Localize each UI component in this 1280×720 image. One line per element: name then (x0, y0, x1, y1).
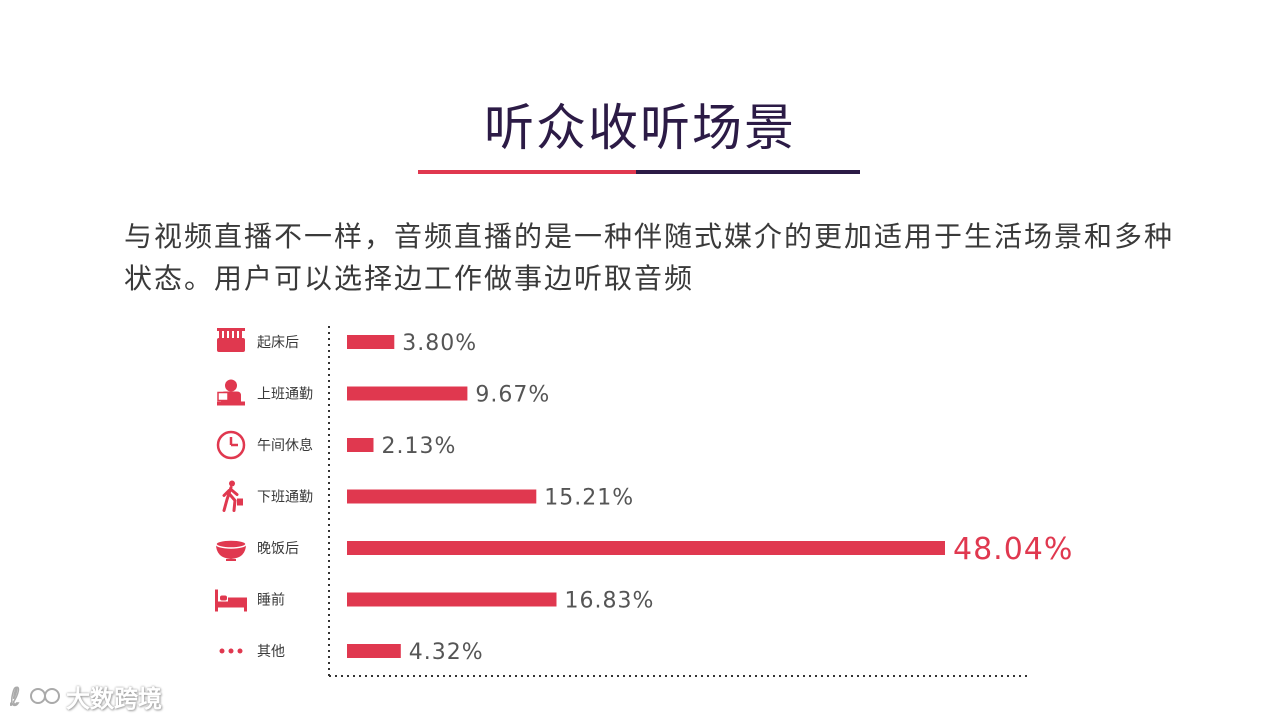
bar (347, 386, 468, 401)
value-label: 16.83% (565, 589, 655, 614)
value-label: 15.21% (544, 486, 634, 511)
more-dots-icon (219, 648, 243, 654)
bar (347, 541, 945, 555)
category-label: 午间休息 (257, 437, 313, 454)
desk-worker-icon (216, 378, 246, 407)
page-title: 听众收听场景 (484, 99, 796, 157)
title-underline-dark (636, 170, 860, 174)
value-label: 2.13% (382, 434, 457, 459)
bar (347, 438, 374, 452)
bar (347, 335, 395, 349)
clock-icon (216, 430, 246, 460)
bar (347, 644, 401, 658)
category-label: 其他 (257, 644, 285, 660)
category-label: 睡前 (257, 592, 285, 609)
watermark-text: 大数跨境 (66, 684, 162, 713)
bar (347, 489, 537, 504)
category-label: 下班通勤 (257, 490, 313, 506)
bar (347, 592, 557, 607)
description-text: 与视频直播不一样，音频直播的是一种伴随式媒介的更加适用于生活场景和多种状态。用户… (124, 220, 1175, 295)
walking-person-icon (222, 479, 245, 512)
value-label: 48.04% (953, 532, 1073, 567)
bed-icon (215, 589, 247, 612)
bowl-icon (215, 539, 247, 562)
category-label: 起床后 (257, 335, 299, 351)
toothbrush-icon (217, 328, 245, 352)
value-label: 4.32% (409, 640, 484, 665)
value-label: 9.67% (475, 383, 550, 408)
value-label: 3.80% (402, 331, 477, 356)
title-underline-accent (418, 170, 636, 174)
svg-text:ℓ: ℓ (10, 683, 20, 711)
category-label: 晚饭后 (257, 541, 299, 557)
watermark-logo-icon: ℓ (10, 682, 60, 711)
category-label: 上班通勤 (257, 387, 313, 403)
watermark: ℓ 大数跨境 (10, 678, 162, 714)
